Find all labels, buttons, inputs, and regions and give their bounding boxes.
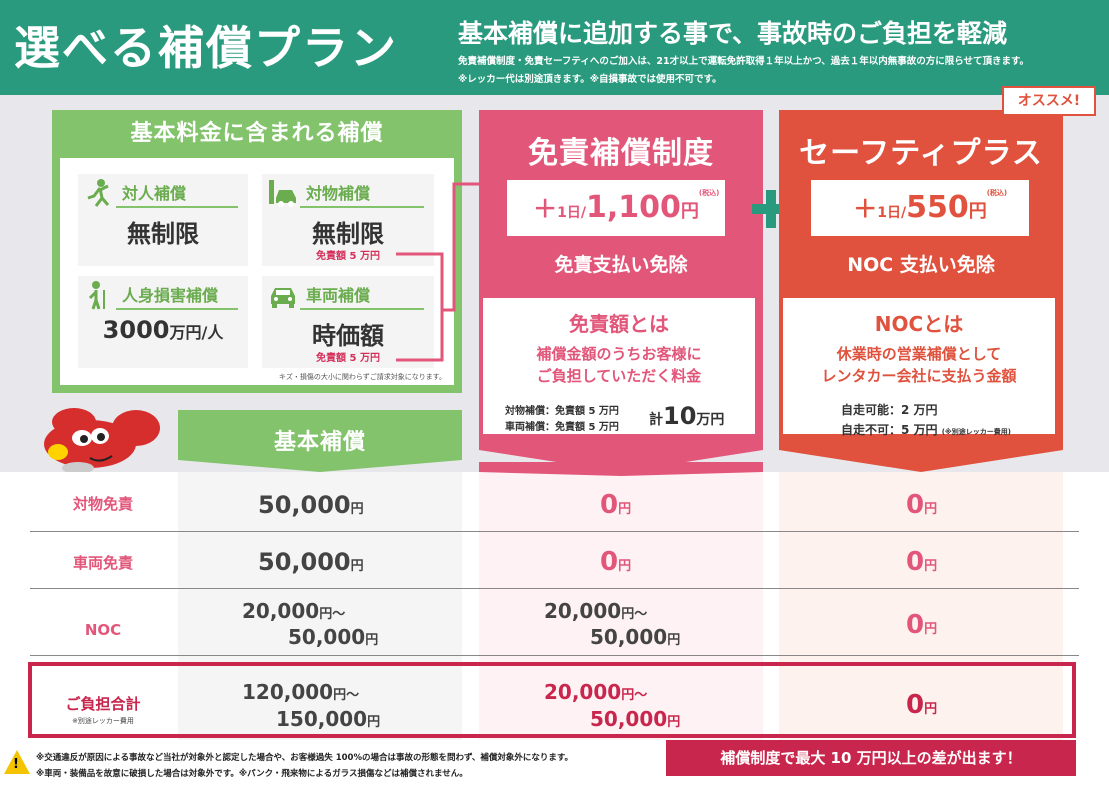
recommended-badge-tail [1036, 114, 1052, 124]
explain-title: NOCとは [874, 312, 964, 336]
coverage-deductible-note: 免責額 5 万円 [316, 353, 380, 364]
plan-explain-box: NOCとは 休業時の営業補償として レンタカー会社に支払う金額 自走可能：2 万円… [783, 298, 1055, 437]
header-banner: 選べる補償プラン 基本補償に追加する事で、事故時のご負担を軽減 免責補償制度・免… [0, 0, 1109, 95]
warning-icon-mark: ! [13, 757, 19, 772]
plus-icon [752, 190, 790, 228]
row-divider [30, 531, 1079, 532]
coverage-card-injury: 人身損害補償 3000万円/人 [78, 276, 248, 368]
cell-safety-value: 0円 [906, 547, 938, 577]
explain-title: 免責額とは [569, 312, 669, 336]
cell-safety-total: 0円 [906, 690, 938, 720]
cell-basic-total-max: 150,000円 [276, 707, 381, 731]
coverage-deductible-note: 免責額 5 万円 [316, 251, 380, 262]
basic-coverage-footnote: キズ・損傷の大小に関わらずご請求対象になります。 [278, 373, 446, 381]
plan-waiver: 免責支払い免除 [554, 254, 688, 276]
cell-basic-value-min: 20,000円〜 [242, 599, 346, 623]
row-divider [30, 588, 1079, 589]
basic-column-head: 基本補償 [178, 410, 462, 470]
total-row-highlight [28, 662, 1076, 738]
header-note-tow: ※レッカー代は別途頂きます。※自損事故では使用不可です。 [458, 74, 722, 85]
coverage-label: 対物補償 [300, 182, 424, 208]
basic-coverage-panel: 基本料金に含まれる補償 対人補償 無制限 対物補償 無制限 免責額 5 万円 人… [52, 110, 462, 393]
coverage-label: 車両補償 [300, 284, 424, 310]
column-safety-bg [779, 472, 1063, 740]
row-total-sub-note: ※別途レッカー費用 [72, 717, 134, 725]
footer-note-damage: ※車両・装備品を故意に破損した場合は対象外です。※パンク・飛来物によるガラス損傷… [36, 769, 468, 779]
plan-waiver: NOC 支払い免除 [847, 254, 995, 276]
coverage-value: 時価額 [312, 322, 384, 350]
footer-note-violation: ※交通違反が原因による事故など当社が対象外と認定した場合や、お客様過失 100%… [36, 753, 574, 763]
header-note-eligibility: 免責補償制度・免責セーフティへのご加入は、21才以上で運転免許取得１年以上かつ、… [458, 56, 1030, 67]
connector-lines [396, 182, 480, 362]
row-label-noc: NOC [84, 621, 122, 639]
explain-detail: 自走可能：2 万円 自走不可：5 万円 (※別途レッカー費用) [841, 403, 1011, 437]
coverage-card-vehicle: 車両補償 時価額 免責額 5 万円 [262, 276, 434, 368]
car-icon [271, 288, 295, 308]
page-title: 選べる補償プラン [14, 21, 398, 75]
plan-menseki: 免責補償制度 ＋1日/1,100円 (税込) 免責支払い免除 免責額とは 補償金額… [479, 110, 763, 472]
recommended-badge: オススメ! [1002, 86, 1096, 116]
basic-coverage-title: 基本料金に含まれる補償 [130, 121, 384, 146]
explain-body: 休業時の営業補償として レンタカー会社に支払う金額 [821, 345, 1017, 385]
plan-name: セーフティプラス [799, 136, 1043, 171]
cell-basic-total-min: 120,000円〜 [242, 680, 360, 704]
cell-basic-value: 50,000円 [258, 491, 364, 519]
basic-column-head-bg [178, 410, 462, 472]
coverage-card-personal: 対人補償 無制限 [78, 174, 248, 266]
coverage-label: 対人補償 [116, 182, 238, 208]
plan-name: 免責補償制度 [528, 136, 714, 171]
coverage-card-property: 対物補償 無制限 免責額 5 万円 [262, 174, 434, 266]
row-divider [30, 655, 1079, 656]
coverage-value: 3000万円/人 [102, 316, 224, 344]
plan-price: ＋1日/1,100円 (税込) [507, 180, 725, 236]
cell-menseki-value: 0円 [600, 547, 632, 577]
warning-icon [4, 750, 30, 774]
basic-column-title: 基本補償 [273, 430, 366, 455]
row-label-vehicle-deductible: 車両免責 [72, 554, 133, 572]
cell-menseki-value-min: 20,000円〜 [544, 599, 648, 623]
cell-menseki-value: 0円 [600, 490, 632, 520]
row-label-property-deductible: 対物免責 [72, 495, 133, 513]
plan-safety-plus: セーフティプラス ＋1日/550円 (税込) NOC 支払い免除 NOCとは 休業… [779, 110, 1063, 472]
person-icon [87, 179, 110, 207]
cell-basic-value-max: 50,000円 [288, 625, 379, 649]
column-basic-bg [178, 472, 462, 740]
plan-price: ＋1日/550円 (税込) [811, 180, 1029, 236]
cell-safety-value: 0円 [906, 490, 938, 520]
plan-explain-box: 免責額とは 補償金額のうちお客様に ご負担していただく料金 対物補償：免責額 5 … [483, 298, 755, 434]
cell-menseki-total-max: 50,000円 [590, 707, 681, 731]
column-menseki-bg [479, 472, 763, 740]
cell-safety-value: 0円 [906, 610, 938, 640]
car-crash-icon [269, 180, 296, 207]
coverage-value: 無制限 [312, 220, 384, 248]
cell-basic-value: 50,000円 [258, 548, 364, 576]
menseki-arrow-tip [479, 462, 763, 476]
coverage-label: 人身損害補償 [116, 284, 238, 310]
page-subtitle: 基本補償に追加する事で、事故時のご負担を軽減 [458, 19, 1008, 48]
mascot-car-character [44, 408, 160, 474]
explain-total: 計10万円 [649, 402, 725, 430]
explain-detail: 対物補償：免責額 5 万円 車両補償：免責額 5 万円 [505, 406, 619, 433]
basic-coverage-grid: 対人補償 無制限 対物補償 無制限 免責額 5 万円 人身損害補償 3000万円… [60, 158, 454, 385]
row-label-total: ご負担合計 [65, 695, 141, 713]
cell-menseki-value-max: 50,000円 [590, 625, 681, 649]
footer-difference-banner: 補償制度で最大 10 万円以上の差が出ます！ [666, 740, 1076, 776]
injured-person-icon [88, 281, 105, 310]
explain-body: 補償金額のうちお客様に ご負担していただく料金 [536, 345, 702, 385]
cell-menseki-total-min: 20,000円〜 [544, 680, 648, 704]
coverage-value: 無制限 [127, 220, 199, 248]
